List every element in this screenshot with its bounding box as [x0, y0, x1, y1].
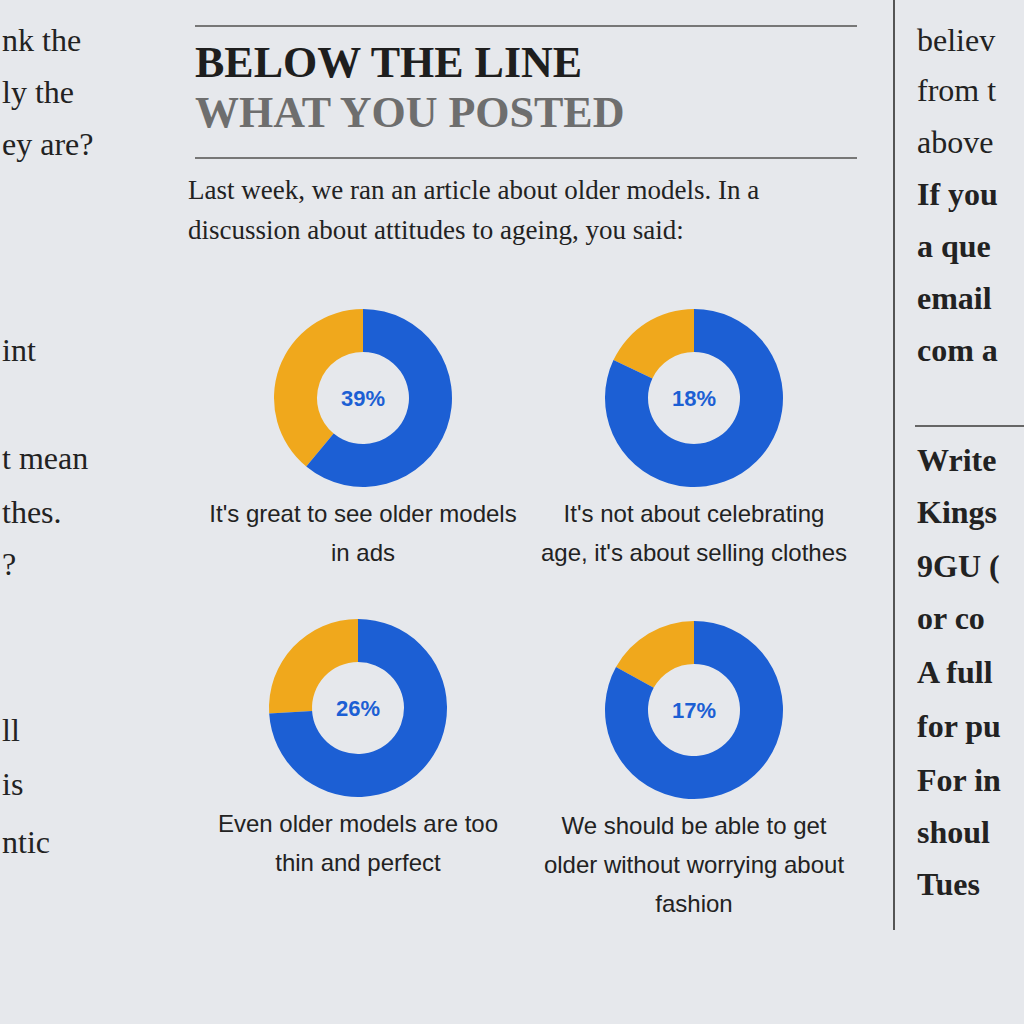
- html-text:int: int: [2, 332, 36, 368]
- html-text:thes.: thes.: [2, 494, 62, 530]
- svg-text:18%: 18%: [672, 386, 716, 411]
- html-text:ly the: ly the: [2, 74, 74, 110]
- html-text:For in: For in: [917, 762, 1001, 798]
- html-text:nk the: nk the: [2, 22, 82, 58]
- html-text:for pu: for pu: [917, 708, 1001, 744]
- html-text:If you: If you: [917, 176, 998, 212]
- html-text:Last week, we ran an article a: Last week, we ran an article about older…: [188, 175, 760, 245]
- html-text:Kings: Kings: [917, 494, 997, 530]
- html-text:shoul: shoul: [917, 814, 990, 850]
- html-text:believ: believ: [917, 22, 996, 58]
- svg-text:39%: 39%: [341, 386, 385, 411]
- svg-text:26%: 26%: [336, 696, 380, 721]
- html-text:email: email: [917, 280, 992, 316]
- html-text:Write: Write: [917, 442, 997, 478]
- svg-text:17%: 17%: [672, 698, 716, 723]
- html-text:ey are?: ey are?: [2, 126, 94, 162]
- html-text:or co: or co: [917, 600, 985, 636]
- html-text:is: is: [2, 766, 24, 802]
- html-text:BELOW THE LINE: BELOW THE LINE: [195, 38, 583, 87]
- html-text:a que: a que: [917, 228, 991, 264]
- html-text:com a: com a: [917, 332, 998, 368]
- html-text:Even older models are too thin: Even older models are too thin and perfe…: [217, 810, 499, 876]
- html-text:9GU (: 9GU (: [917, 548, 1000, 584]
- html-text:It's not about celebrating age: It's not about celebrating age, it's abo…: [540, 500, 847, 566]
- html-text:t mean: t mean: [2, 440, 89, 476]
- html-text:A full: A full: [917, 654, 993, 690]
- html-text:We should be able to get older: We should be able to get older without w…: [543, 812, 845, 917]
- html-text:above: above: [917, 124, 994, 160]
- html-text:from t: from t: [917, 72, 997, 108]
- html-text:It's great to see older models: It's great to see older models in ads: [209, 500, 517, 566]
- html-text:Tues: Tues: [917, 866, 980, 902]
- html-text:ll: ll: [2, 712, 20, 748]
- html-text:ntic: ntic: [2, 824, 50, 860]
- html-text:WHAT YOU POSTED: WHAT YOU POSTED: [195, 88, 625, 137]
